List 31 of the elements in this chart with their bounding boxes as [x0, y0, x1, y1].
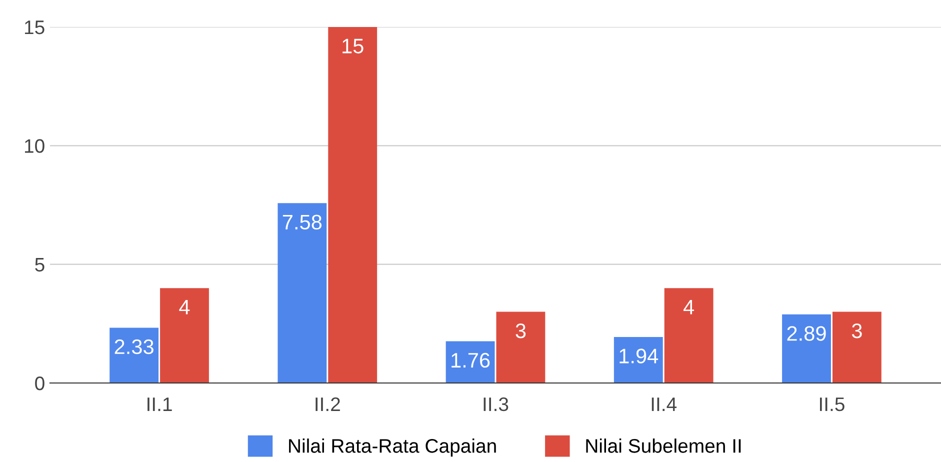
legend-label: Nilai Rata-Rata Capaian — [289, 438, 496, 457]
bar — [110, 328, 159, 383]
bar — [446, 341, 495, 383]
data-label: 7.58 — [282, 214, 322, 230]
x-tick-label: II.4 — [652, 398, 677, 411]
bar — [832, 312, 882, 383]
y-tick-label: 10 — [24, 139, 44, 153]
x-tick-label: II.2 — [316, 397, 340, 411]
y-tick-label: 5 — [35, 258, 44, 272]
data-label: 1.94 — [620, 348, 658, 364]
x-tick-label: II.5 — [820, 398, 844, 412]
data-label: 2.89 — [787, 326, 826, 341]
bar — [328, 27, 378, 383]
legend-label: Nilai Subelemen II — [586, 438, 741, 453]
data-label: 4 — [179, 300, 190, 314]
data-label: 4 — [684, 300, 694, 314]
data-label: 15 — [342, 38, 364, 54]
y-tick-label: 15 — [24, 20, 44, 34]
data-label: 3 — [516, 323, 526, 338]
data-label: 2.33 — [114, 339, 154, 354]
y-tick-label: 0 — [35, 376, 44, 390]
bar — [496, 312, 546, 383]
bar — [782, 314, 831, 383]
bar — [664, 288, 714, 383]
bar — [160, 288, 209, 383]
x-tick-label: II.3 — [484, 397, 508, 412]
data-label: 1.76 — [452, 352, 490, 368]
x-tick-label: II.1 — [148, 398, 172, 411]
bar — [614, 336, 663, 383]
bar — [278, 203, 327, 383]
data-label: 3 — [852, 323, 862, 338]
